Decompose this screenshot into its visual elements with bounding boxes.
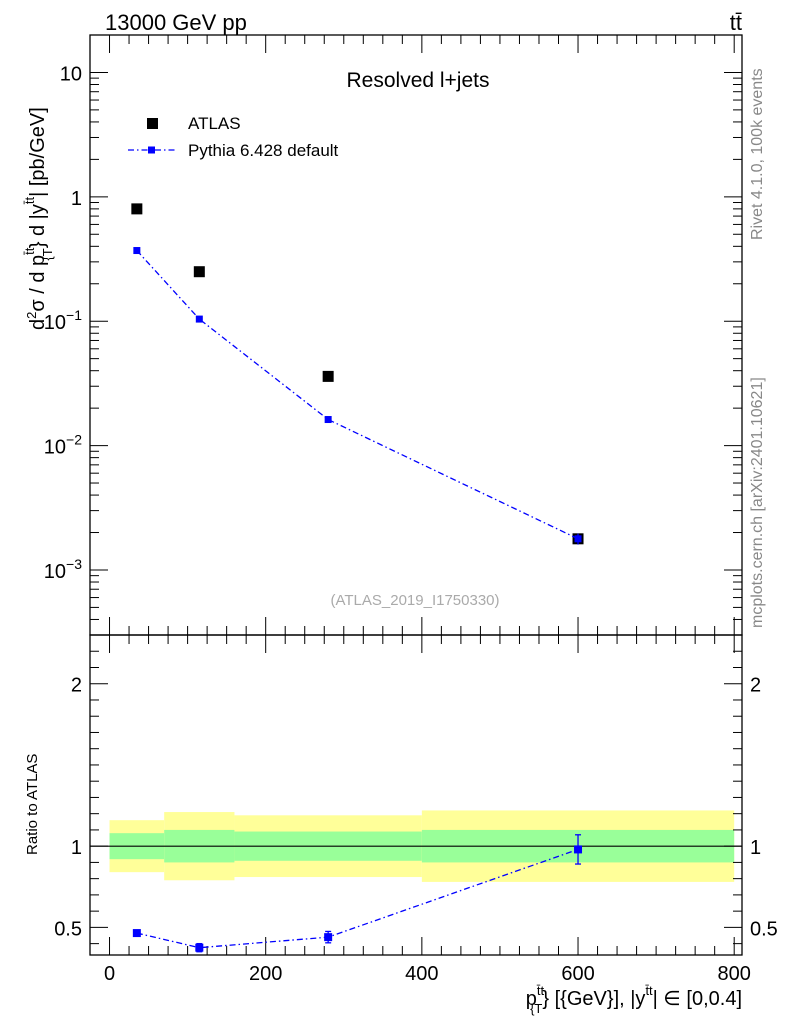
ratio-y-tick-label-left: 0.5 xyxy=(54,918,82,940)
ratio-y-axis-label: Ratio to ATLAS xyxy=(24,754,41,855)
rivet-label: Rivet 4.1.0, 100k events xyxy=(749,68,766,240)
uncertainty-bands xyxy=(90,810,742,882)
mcplots-label: mcplots.cern.ch [arXiv:2401.10621] xyxy=(749,377,766,628)
energy-label: 13000 GeV pp xyxy=(105,10,247,35)
y-tick-label: 10−1 xyxy=(44,307,82,334)
x-tick-label: 400 xyxy=(405,963,438,985)
process-label: tt̄ xyxy=(730,10,742,35)
ratio-marker xyxy=(195,943,204,952)
main-series xyxy=(131,203,584,545)
ratio-marker xyxy=(574,845,583,854)
main-y-axis-label: d2σ / d pt̄t {T} d |yt̄t| [pb/GeV] xyxy=(22,107,55,330)
legend: ATLAS Pythia 6.428 default xyxy=(128,114,339,160)
ratio-axis-ticks xyxy=(90,635,742,955)
ratio-y-tick-labels: 0.5 0.5 1 1 2 2 xyxy=(54,675,778,941)
x-axis-label: pt̄t {T} [{GeV}], |yt̄t| ∈ [0,0.4] xyxy=(526,983,742,1016)
y-tick-label: 10−3 xyxy=(44,556,82,583)
atlas-marker xyxy=(322,370,334,382)
ratio-line xyxy=(136,848,579,949)
x-tick-label: 200 xyxy=(249,963,282,985)
ratio-y-tick-label-right: 2 xyxy=(750,675,761,697)
legend-label-atlas: ATLAS xyxy=(188,114,241,133)
pythia-line xyxy=(136,250,579,540)
x-tick-label: 800 xyxy=(718,963,751,985)
main-axis-ticks xyxy=(90,34,742,636)
pythia-marker xyxy=(195,315,203,323)
ratio-y-tick-label-right: 0.5 xyxy=(750,918,778,940)
legend-label-pythia: Pythia 6.428 default xyxy=(188,141,339,160)
ratio-y-tick-label-right: 1 xyxy=(750,837,761,859)
ratio-y-tick-label-left: 1 xyxy=(71,837,82,859)
y-tick-label: 1 xyxy=(71,188,82,210)
ratio-marker xyxy=(324,933,333,942)
ratio-marker xyxy=(132,929,141,938)
ratio-panel: 0.5 0.51 12 2 0 200 400 600 800 Ratio to ATLAS … xyxy=(24,634,778,1016)
main-y-tick-labels: 10 1 10−1 10−2 10−3 xyxy=(44,63,82,583)
x-tick-label: 0 xyxy=(104,963,115,985)
atlas-marker xyxy=(131,203,143,215)
atlas-marker xyxy=(193,266,205,278)
y-tick-label: 10−2 xyxy=(44,432,82,459)
ratio-series xyxy=(132,834,583,953)
y-tick-label: 10 xyxy=(60,63,82,85)
x-tick-labels: 0 200 400 600 800 xyxy=(104,963,751,985)
pythia-marker xyxy=(574,535,582,543)
main-panel: 10 1 10−1 10−2 10−3 Resolved l+jets (ATLAS_2… xyxy=(22,34,743,636)
ratio-frame xyxy=(89,634,743,956)
legend-marker-pythia xyxy=(148,146,155,154)
x-tick-label: 600 xyxy=(561,963,594,985)
analysis-id: (ATLAS_2019_I1750330) xyxy=(330,592,499,609)
ratio-y-tick-label-left: 2 xyxy=(71,675,82,697)
pythia-marker xyxy=(324,416,332,424)
pythia-marker xyxy=(133,247,141,255)
main-title: Resolved l+jets xyxy=(347,69,490,92)
legend-marker-atlas xyxy=(147,118,158,129)
